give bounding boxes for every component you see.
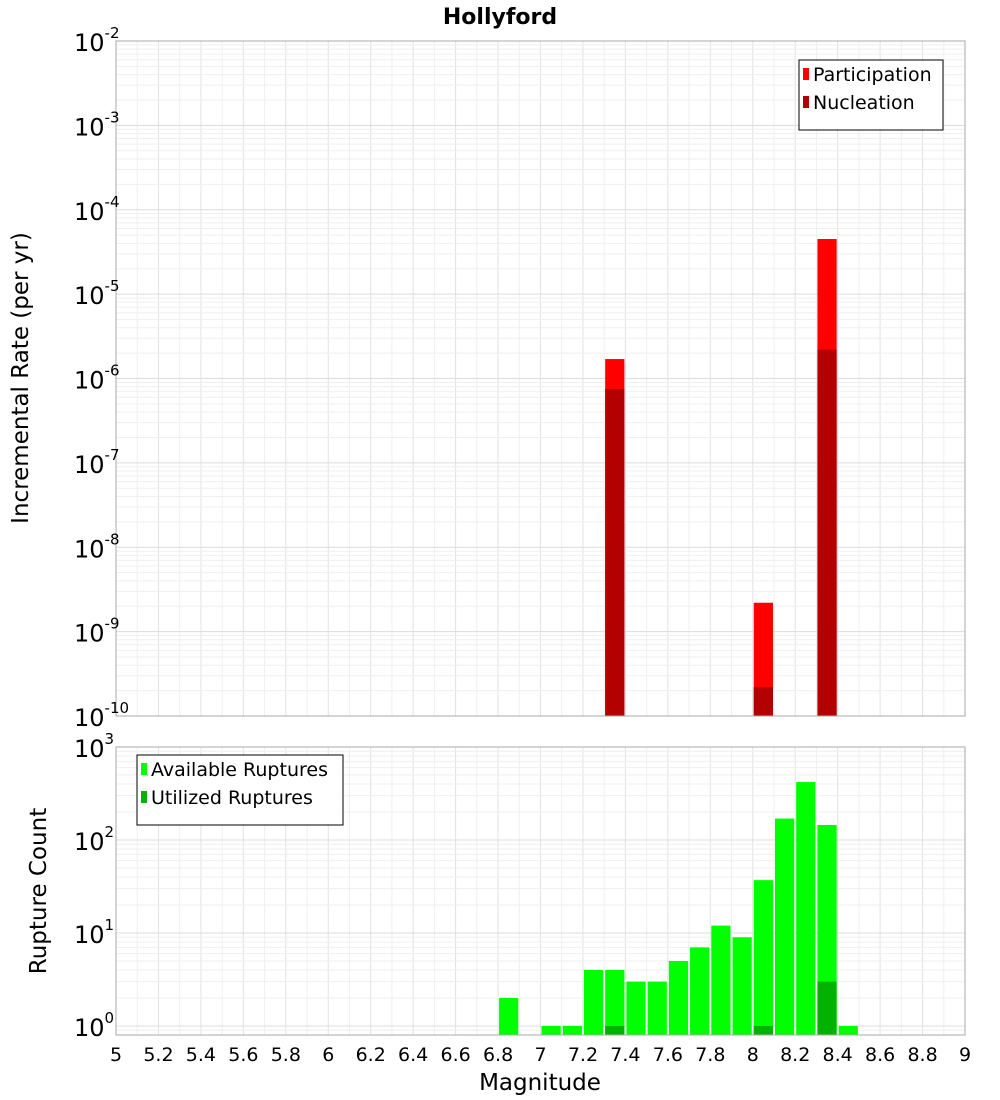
rate-bar-secondary xyxy=(753,687,773,716)
rate-y-tick-label: 10-6 xyxy=(74,362,120,395)
count-x-tick-label: 6.8 xyxy=(483,1044,513,1066)
count-x-tick-label: 8.2 xyxy=(780,1044,810,1066)
rate-y-tick-label: 10-5 xyxy=(74,277,120,310)
count-x-tick-label: 6.4 xyxy=(398,1044,428,1066)
count-bar-primary xyxy=(541,1025,561,1035)
rate-y-tick-label: 10-3 xyxy=(74,108,120,141)
count-plot-frame xyxy=(115,746,966,1036)
count-y-axis-label: Rupture Count xyxy=(26,808,52,974)
count-x-tick-label: 5.4 xyxy=(186,1044,216,1066)
count-x-tick-label: 5.2 xyxy=(143,1044,173,1066)
count-legend-box xyxy=(136,754,344,826)
count-x-tick-label: 8 xyxy=(747,1044,759,1066)
count-bar-primary xyxy=(626,981,646,1035)
count-bar-primary xyxy=(499,997,519,1035)
rate-y-axis-label: Incremental Rate (per yr) xyxy=(8,232,34,524)
chart-title: Hollyford xyxy=(443,5,557,30)
count-y-tick-label: 100 xyxy=(74,1009,114,1042)
count-legend-label: Available Ruptures xyxy=(151,759,328,781)
count-x-tick-label: 7.4 xyxy=(610,1044,640,1066)
count-x-tick-label: 9 xyxy=(959,1044,971,1066)
rate-panel: 10-2 10-3 10-4 10-5 10-6 10-7 10-8 10-9 10-10 In… xyxy=(8,24,966,732)
count-x-tick-label: 5.6 xyxy=(228,1044,258,1066)
count-x-tick-label: 8.4 xyxy=(823,1044,853,1066)
count-x-axis-label: Magnitude xyxy=(479,1070,601,1096)
count-bar-primary xyxy=(690,947,710,1035)
count-x-tick-label: 7.8 xyxy=(695,1044,725,1066)
count-x-ticks: 5 5.2 5.4 5.6 5.8 6 6.2 6.4 6.6 6.8 7 7.2 7.4 7.6 7.8 8… xyxy=(110,1044,971,1066)
count-x-tick-label: 5 xyxy=(110,1044,122,1066)
count-bar-secondary xyxy=(753,1025,773,1035)
count-x-tick-label: 7 xyxy=(534,1044,546,1066)
count-x-tick-label: 6.2 xyxy=(356,1044,386,1066)
count-x-tick-label: 7.6 xyxy=(653,1044,683,1066)
rate-plot-frame xyxy=(115,40,966,717)
count-bar-primary xyxy=(668,960,689,1035)
rate-legend-label: Participation xyxy=(813,64,932,86)
count-bar-secondary xyxy=(817,981,837,1035)
count-x-tick-label: 8.8 xyxy=(907,1044,937,1066)
rate-y-tick-label: 10-9 xyxy=(74,615,120,648)
rate-bars xyxy=(605,239,837,716)
count-y-tick-label: 102 xyxy=(74,823,114,856)
rate-bar-secondary xyxy=(605,389,625,716)
count-bar-primary xyxy=(774,818,795,1035)
count-bar-primary xyxy=(647,981,667,1035)
rate-legend-swatch xyxy=(803,96,809,108)
count-y-ticks: 103 102 101 100 xyxy=(74,730,114,1042)
count-legend-label: Utilized Ruptures xyxy=(151,787,313,809)
count-legend-swatch xyxy=(141,763,147,775)
rate-y-tick-label: 10-10 xyxy=(74,699,129,732)
rate-bar-secondary xyxy=(817,349,837,716)
count-bar-primary xyxy=(796,782,816,1035)
count-x-tick-label: 5.8 xyxy=(271,1044,301,1066)
rate-y-tick-label: 10-8 xyxy=(74,530,120,563)
count-x-tick-label: 6 xyxy=(322,1044,334,1066)
rate-grid xyxy=(115,41,966,717)
count-x-tick-label: 6.6 xyxy=(440,1044,470,1066)
rate-y-tick-label: 10-2 xyxy=(74,24,120,57)
count-legend-swatch xyxy=(141,791,147,803)
count-bar-primary xyxy=(838,1025,858,1035)
count-y-tick-label: 101 xyxy=(74,916,114,949)
rate-legend: Participation Nucleation xyxy=(798,59,944,131)
rate-y-tick-label: 10-7 xyxy=(74,446,120,479)
count-panel: 103 102 101 100 5 5.2 5.4 5.6 5.8 6 6.2 6.4 6.6 6.8 7… xyxy=(26,730,971,1096)
count-bar-primary xyxy=(605,969,625,1035)
rate-y-ticks: 10-2 10-3 10-4 10-5 10-6 10-7 10-8 10-9 10-10 xyxy=(74,24,129,732)
count-bars xyxy=(499,782,858,1035)
count-x-tick-label: 7.2 xyxy=(568,1044,598,1066)
count-bar-primary xyxy=(711,925,731,1035)
count-x-tick-label: 8.6 xyxy=(865,1044,895,1066)
count-bar-primary xyxy=(583,969,604,1035)
rate-y-tick-label: 10-4 xyxy=(74,193,120,226)
count-bar-primary xyxy=(562,1025,582,1035)
count-bar-secondary xyxy=(605,1025,625,1035)
rate-legend-swatch xyxy=(803,68,809,80)
count-bar-primary xyxy=(753,880,773,1035)
count-y-tick-label: 103 xyxy=(74,730,114,763)
rate-legend-label: Nucleation xyxy=(813,92,915,114)
count-bar-primary xyxy=(732,937,752,1035)
rate-legend-box xyxy=(798,59,944,131)
count-legend: Available Ruptures Utilized Ruptures xyxy=(136,754,344,826)
